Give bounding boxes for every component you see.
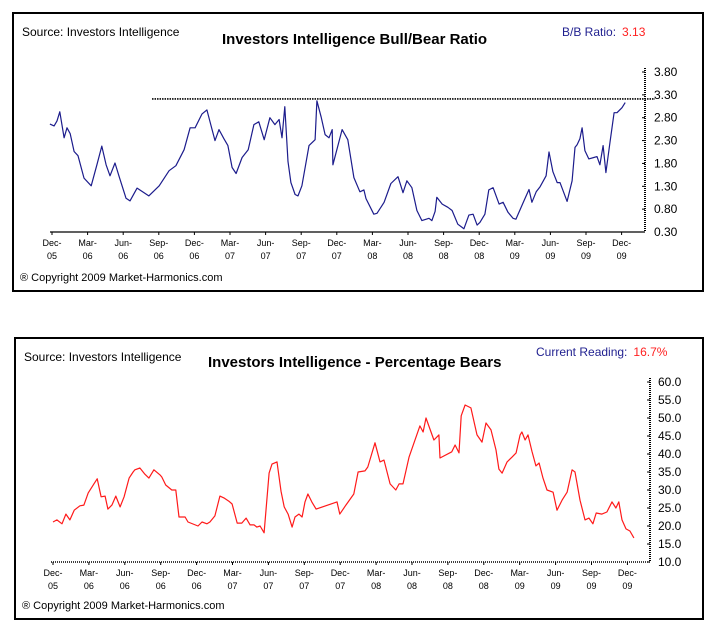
x-tick-label: Sep-06 xyxy=(149,238,168,261)
x-tick-label: Mar-08 xyxy=(367,568,386,591)
y-tick-label: 40.0 xyxy=(658,447,682,461)
y-tick-label: 10.0 xyxy=(658,555,682,569)
current-reading-value: 3.13 xyxy=(622,25,646,39)
x-tick-label: Jun-07 xyxy=(260,568,278,591)
x-tick-label: Jun-08 xyxy=(403,568,421,591)
bull-bear-ratio-chart-panel: Source: Investors Intelligence Investors… xyxy=(12,12,704,292)
y-tick-label: 60.0 xyxy=(658,375,682,389)
current-reading: Current Reading: 16.7% xyxy=(536,345,667,359)
y-tick-label: 0.30 xyxy=(654,225,678,239)
y-tick-label: 2.30 xyxy=(654,134,678,148)
series-line xyxy=(52,404,635,539)
percentage-bears-chart-panel: Source: Investors Intelligence Investors… xyxy=(14,337,704,620)
y-tick-label: 1.30 xyxy=(654,179,678,193)
x-tick-label: Dec-08 xyxy=(470,238,489,261)
y-tick-label: 0.80 xyxy=(654,202,678,216)
copyright: ® Copyright 2009 Market-Harmonics.com xyxy=(20,272,223,284)
y-tick-label: 3.30 xyxy=(654,88,678,102)
x-tick-label: Jun-09 xyxy=(542,238,560,261)
x-tick-label: Sep-08 xyxy=(438,568,457,591)
x-tick-label: Sep-07 xyxy=(292,238,311,261)
x-tick-label: Mar-07 xyxy=(223,568,242,591)
x-tick-label: Sep-06 xyxy=(151,568,170,591)
y-tick-label: 35.0 xyxy=(658,465,682,479)
x-tick-label: Mar-09 xyxy=(510,568,529,591)
chart-source: Source: Investors Intelligence xyxy=(24,350,182,364)
x-tick-label: Sep-09 xyxy=(576,238,595,261)
y-tick-label: 50.0 xyxy=(658,411,682,425)
x-tick-label: Dec-09 xyxy=(612,238,631,261)
y-tick-label: 55.0 xyxy=(658,393,682,407)
y-tick-label: 25.0 xyxy=(658,501,682,515)
x-tick-label: Mar-06 xyxy=(80,568,99,591)
x-tick-label: Dec-05 xyxy=(43,568,62,591)
current-reading-value: 16.7% xyxy=(633,345,668,359)
x-tick-label: Dec-06 xyxy=(185,238,204,261)
x-tick-label: Jun-06 xyxy=(116,568,134,591)
y-tick-label: 45.0 xyxy=(658,429,682,443)
y-tick-label: 15.0 xyxy=(658,537,682,551)
x-tick-label: Sep-07 xyxy=(295,568,314,591)
chart-title: Investors Intelligence - Percentage Bear… xyxy=(208,354,502,371)
bull-bear-ratio-plot: Dec-05 Mar-06 Jun-06 Sep-06 Dec-06 Mar-07 Jun-… xyxy=(42,65,678,261)
x-tick-label: Dec-08 xyxy=(474,568,493,591)
x-tick-label: Jun-08 xyxy=(399,238,417,261)
x-tick-label: Dec-05 xyxy=(42,238,61,261)
x-tick-label: Mar-08 xyxy=(363,238,382,261)
x-tick-label: Dec-07 xyxy=(331,568,350,591)
chart-title: Investors Intelligence Bull/Bear Ratio xyxy=(222,31,488,48)
current-reading: B/B Ratio: 3.13 xyxy=(562,25,645,39)
x-tick-label: Mar-06 xyxy=(78,238,97,261)
x-tick-label: Dec-07 xyxy=(327,238,346,261)
y-tick-label: 20.0 xyxy=(658,519,682,533)
series-line xyxy=(49,100,626,230)
x-tick-label: Sep-08 xyxy=(434,238,453,261)
y-tick-label: 1.80 xyxy=(654,156,678,170)
percentage-bears-plot: Dec-05 Mar-06 Jun-06 Sep-06 Dec-06 Mar-07 Jun-… xyxy=(43,375,682,591)
y-tick-label: 30.0 xyxy=(658,483,682,497)
y-tick-label: 2.80 xyxy=(654,111,678,125)
y-tick-label: 3.80 xyxy=(654,65,678,79)
chart-source: Source: Investors Intelligence xyxy=(22,25,180,39)
current-reading-label: Current Reading: xyxy=(536,345,628,359)
x-tick-label: Dec-09 xyxy=(618,568,637,591)
x-tick-label: Jun-09 xyxy=(547,568,565,591)
copyright: ® Copyright 2009 Market-Harmonics.com xyxy=(22,600,225,612)
x-tick-label: Jun-06 xyxy=(114,238,132,261)
x-tick-label: Mar-07 xyxy=(221,238,240,261)
x-tick-label: Sep-09 xyxy=(582,568,601,591)
current-reading-label: B/B Ratio: xyxy=(562,25,617,39)
x-tick-label: Jun-07 xyxy=(257,238,275,261)
x-tick-label: Dec-06 xyxy=(187,568,206,591)
x-tick-label: Mar-09 xyxy=(506,238,525,261)
